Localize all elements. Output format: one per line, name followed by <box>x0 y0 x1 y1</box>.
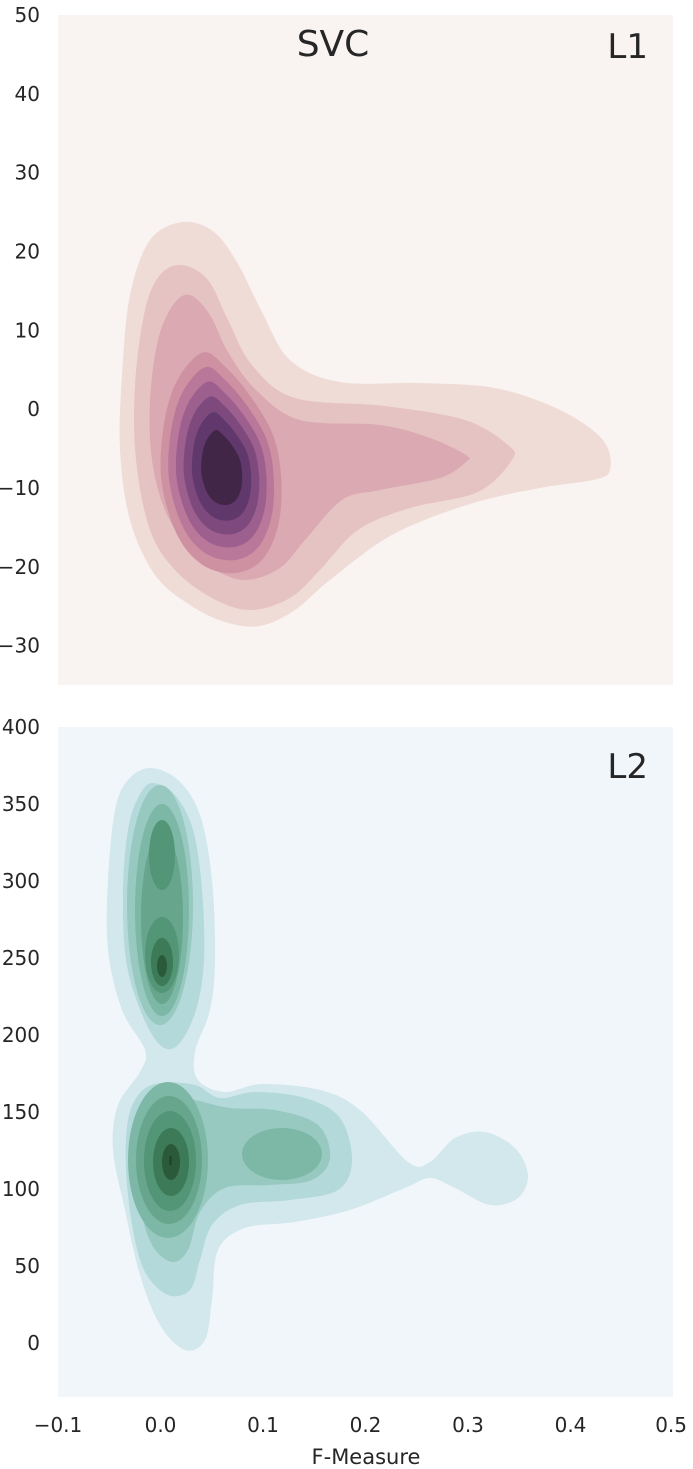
panel2-y-tick-label: 0 <box>27 1331 40 1355</box>
panel2-y-tick-label: 250 <box>2 946 40 970</box>
l2-density-contour-level-6 <box>149 820 175 890</box>
l1-density-contour-level-9 <box>201 429 243 506</box>
panel1-y-tick-label: 20 <box>15 239 40 263</box>
panel1-y-tick-label: −30 <box>0 634 40 658</box>
panel1-y-tick-label: −10 <box>0 476 40 500</box>
panel2-x-tick-label: 0.2 <box>350 1413 382 1437</box>
panel2-y-tick-label: 200 <box>2 1023 40 1047</box>
panel1-y-tick-label: −20 <box>0 555 40 579</box>
panel-l2: 400 350 300 250 200 150 100 50 0 −0.1 0.0 0.1 0.2 0.3… <box>2 715 687 1469</box>
panel2-x-tick-label: 0.3 <box>452 1413 484 1437</box>
l2-density-contour-level-4 <box>242 1128 322 1180</box>
panel1-y-tick-label: 0 <box>27 397 40 421</box>
panel2-y-tick-label: 350 <box>2 792 40 816</box>
panel2-y-tick-label: 100 <box>2 1177 40 1201</box>
l2-density-contour-level-8 <box>157 955 167 977</box>
panel2-y-tick-label: 300 <box>2 869 40 893</box>
l2-density-peak <box>169 1156 172 1165</box>
panel-l1: 50 40 30 20 10 0 −10 −20 −30 SVC L1 <box>0 3 673 685</box>
panel1-y-tick-label: 10 <box>15 318 40 342</box>
panel1-label: L1 <box>607 27 648 67</box>
panel1-y-tick-label: 40 <box>15 82 40 106</box>
x-axis-label: F-Measure <box>312 1445 421 1469</box>
chart-title: SVC <box>297 24 370 65</box>
panel2-x-tick-label: 0.5 <box>655 1413 687 1437</box>
panel2-x-tick-label: 0.1 <box>247 1413 279 1437</box>
panel2-x-tick-label: −0.1 <box>34 1413 83 1437</box>
panel2-label: L2 <box>607 747 648 787</box>
panel1-y-tick-label: 50 <box>15 3 40 27</box>
panel2-y-tick-label: 400 <box>2 715 40 739</box>
panel2-x-tick-label: 0.4 <box>555 1413 587 1437</box>
panel2-y-tick-label: 50 <box>15 1254 40 1278</box>
panel1-y-tick-label: 30 <box>15 161 40 185</box>
panel2-y-tick-label: 150 <box>2 1100 40 1124</box>
panel2-x-tick-label: 0.0 <box>145 1413 177 1437</box>
